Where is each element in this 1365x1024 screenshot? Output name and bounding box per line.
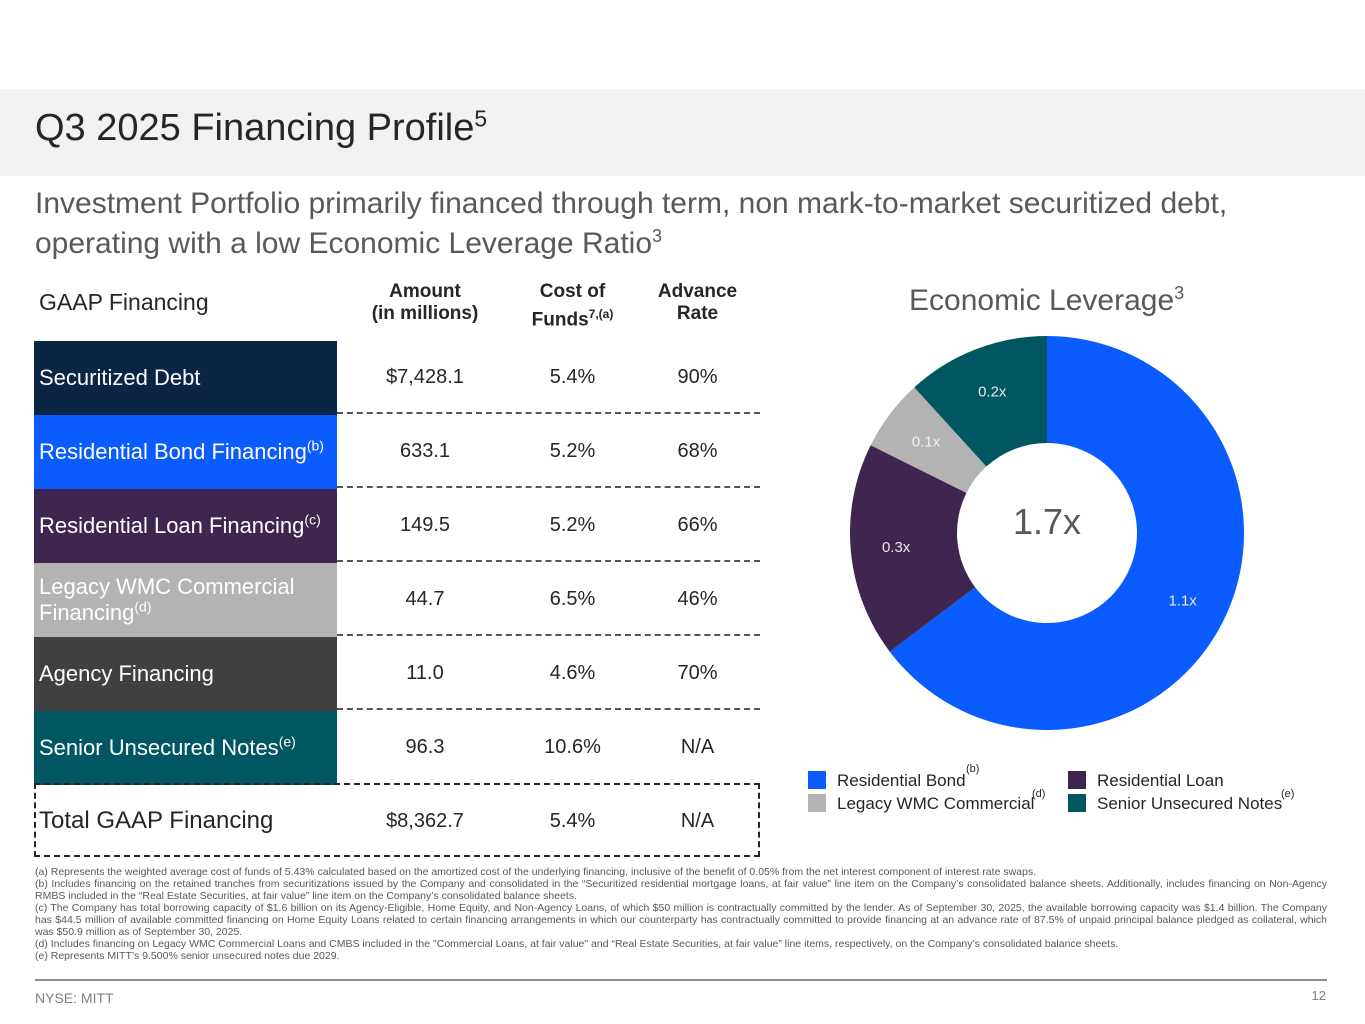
donut-data-label-senior-unsecured-notes: 0.2x bbox=[978, 384, 1007, 401]
row-divider bbox=[337, 634, 760, 636]
legend-label-residential-bond: Residential Bond bbox=[837, 771, 966, 790]
advance-senior-unsecured-notes: N/A bbox=[680, 736, 715, 758]
row-label-senior-unsecured-notes: Senior Unsecured Notes(e) bbox=[34, 711, 337, 785]
title-footnote-ref: 5 bbox=[474, 105, 488, 132]
cost-legacy-wmc: 6.5% bbox=[549, 588, 596, 610]
footer-rule bbox=[35, 979, 1327, 981]
footnotes: (a) Represents the weighted average cost… bbox=[35, 866, 1327, 962]
row-label-residential-bond: Residential Bond Financing(b) bbox=[34, 415, 337, 489]
legend-footnote-b: (b) bbox=[966, 763, 980, 775]
footnote-c: (c) The Company has total borrowing capa… bbox=[35, 902, 1327, 938]
footnote-d: (d) Includes financing on Legacy WMC Com… bbox=[35, 938, 1119, 950]
advance-rate-column-header: Advance Rate bbox=[657, 281, 738, 324]
advance-legacy-wmc: 46% bbox=[677, 588, 718, 610]
donut-slice-legacy-wmc-commercial bbox=[870, 387, 987, 493]
amount-agency-financing: 11.0 bbox=[406, 662, 444, 684]
amount-securitized-debt: $7,428.1 bbox=[386, 366, 464, 388]
cost-of-funds-column-header: Cost of Funds7,(a) bbox=[531, 281, 614, 331]
footnote-a: (a) Represents the weighted average cost… bbox=[35, 866, 1037, 878]
donut-data-label-legacy-wmc-commercial: 0.1x bbox=[912, 434, 941, 451]
page-subtitle: Investment Portfolio primarily financed … bbox=[35, 187, 1228, 260]
total-advance: N/A bbox=[680, 810, 715, 832]
advance-residential-bond: 68% bbox=[677, 440, 718, 462]
amount-senior-unsecured-notes: 96.3 bbox=[405, 736, 445, 758]
page-title: Q3 2025 Financing Profile5 bbox=[35, 105, 488, 149]
legend-label-residential-loan: Residential Loan bbox=[1097, 771, 1224, 790]
total-amount: $8,362.7 bbox=[386, 810, 464, 832]
donut-data-label-residential-loan: 0.3x bbox=[882, 539, 911, 556]
donut-data-label-residential-bond: 1.1x bbox=[1168, 593, 1197, 610]
donut-center-label: 1.7x bbox=[1013, 501, 1081, 542]
row-label-residential-loan: Residential Loan Financing(c) bbox=[34, 489, 337, 563]
total-gaap-financing-label: Total GAAP Financing bbox=[39, 807, 274, 834]
legend-swatch-senior-unsecured-notes bbox=[1068, 794, 1086, 812]
legend-swatch-legacy-wmc bbox=[808, 794, 826, 812]
amount-column-header: Amount (in millions) bbox=[371, 281, 479, 324]
page-number: 12 bbox=[1311, 988, 1326, 1003]
legend-label-senior-unsecured-notes: Senior Unsecured Notes bbox=[1097, 794, 1283, 813]
donut-slice-senior-unsecured-notes bbox=[914, 336, 1047, 467]
footnote-b: (b) Includes financing on the retained t… bbox=[35, 878, 1327, 902]
row-label-legacy-wmc: Legacy WMC Commercial Financing(d) bbox=[34, 563, 337, 637]
footnote-e: (e) Represents MITT’s 9.500% senior unse… bbox=[35, 950, 340, 962]
legend-label-legacy-wmc: Legacy WMC Commercial bbox=[837, 794, 1035, 813]
legend-swatch-residential-bond bbox=[808, 771, 826, 789]
gaap-financing-heading: GAAP Financing bbox=[39, 289, 209, 315]
donut-slice-residential-loan bbox=[850, 445, 976, 652]
footer-ticker: NYSE: MITT bbox=[35, 990, 114, 1006]
donut-slice-residential-bond bbox=[889, 336, 1244, 730]
row-divider bbox=[337, 486, 760, 488]
legend-footnote-d: (d) bbox=[1032, 788, 1046, 800]
cost-residential-loan: 5.2% bbox=[549, 514, 596, 536]
row-label-securitized-debt: Securitized Debt bbox=[34, 341, 337, 415]
legend-footnote-e: (e) bbox=[1281, 788, 1295, 800]
total-row-box bbox=[34, 783, 760, 857]
amount-residential-bond: 633.1 bbox=[399, 440, 451, 462]
amount-legacy-wmc: 44.7 bbox=[405, 588, 445, 610]
row-divider bbox=[337, 708, 760, 710]
advance-agency-financing: 70% bbox=[677, 662, 718, 684]
row-label-agency-financing: Agency Financing bbox=[34, 637, 337, 711]
advance-residential-loan: 66% bbox=[677, 514, 718, 536]
amount-residential-loan: 149.5 bbox=[399, 514, 451, 536]
economic-leverage-title: Economic Leverage3 bbox=[909, 283, 1185, 317]
row-divider bbox=[337, 412, 760, 414]
cost-residential-bond: 5.2% bbox=[549, 440, 596, 462]
cost-senior-unsecured-notes: 10.6% bbox=[544, 736, 601, 758]
advance-securitized-debt: 90% bbox=[677, 366, 718, 388]
cost-agency-financing: 4.6% bbox=[549, 662, 596, 684]
title-band bbox=[0, 89, 1365, 176]
row-divider bbox=[337, 560, 760, 562]
legend-swatch-residential-loan bbox=[1068, 771, 1086, 789]
subtitle-footnote-ref: 3 bbox=[652, 226, 663, 246]
economic-leverage-donut-chart: 1.1x 0.3x 0.1x 0.2x 1.7x bbox=[850, 336, 1244, 730]
total-cost: 5.4% bbox=[549, 810, 596, 832]
cost-securitized-debt: 5.4% bbox=[549, 366, 596, 388]
